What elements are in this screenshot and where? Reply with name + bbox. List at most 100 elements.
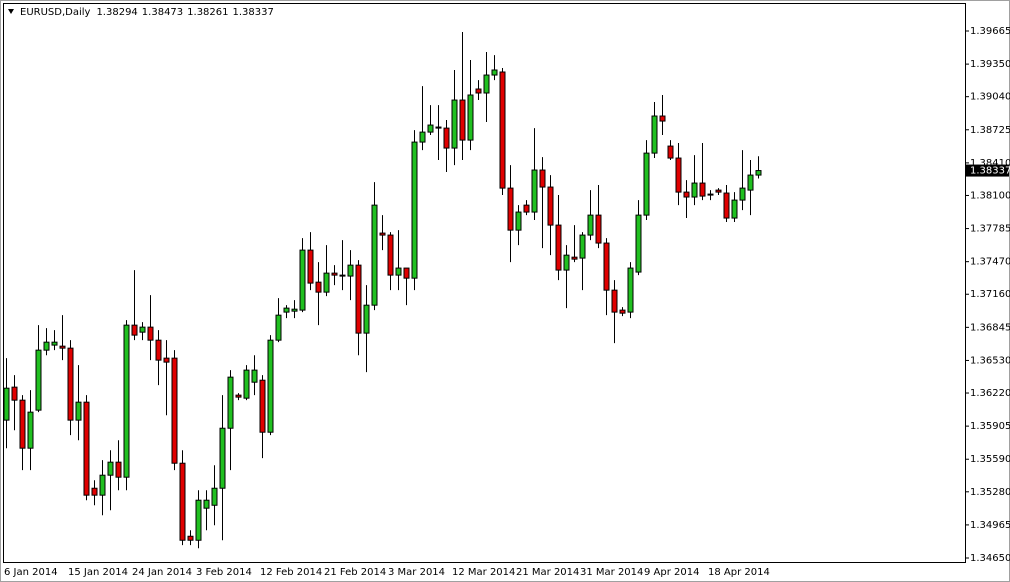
candle-body xyxy=(435,126,442,129)
candle-body xyxy=(67,347,74,421)
candle-body xyxy=(443,127,450,149)
candle-body xyxy=(99,474,106,496)
candle-body xyxy=(115,461,122,478)
candle-body xyxy=(483,74,490,94)
x-tick-label: 21 Mar 2014 xyxy=(516,567,579,578)
candle-body xyxy=(603,242,610,291)
candle-body xyxy=(91,487,98,496)
y-tick-label: 1.39665 xyxy=(970,26,1010,37)
candle-body xyxy=(411,141,418,279)
candle-body xyxy=(539,169,546,188)
x-tick-label: 12 Feb 2014 xyxy=(260,567,322,578)
candle-body xyxy=(459,99,466,141)
candle-body xyxy=(219,427,226,489)
candle-body xyxy=(43,341,50,351)
candle-body xyxy=(715,189,722,193)
candle-body xyxy=(563,254,570,271)
header-value: 1.38261 xyxy=(187,7,228,18)
candle-body xyxy=(339,274,346,277)
candle-body xyxy=(571,256,578,260)
header-value: 1.38473 xyxy=(142,7,183,18)
candle-body xyxy=(451,99,458,149)
candle-body xyxy=(723,192,730,219)
y-tick-label: 1.34650 xyxy=(970,553,1010,564)
y-tick-label: 1.36530 xyxy=(970,355,1010,366)
candle-body xyxy=(667,145,674,159)
candle-body xyxy=(491,69,498,76)
x-tick-label: 31 Mar 2014 xyxy=(580,567,643,578)
candle-body xyxy=(203,499,210,509)
candle-body xyxy=(235,394,242,398)
candle-body xyxy=(363,304,370,334)
candle-body xyxy=(691,182,698,198)
candle-body xyxy=(163,357,170,363)
menu-triangle xyxy=(8,9,14,14)
x-tick-label: 24 Jan 2014 xyxy=(132,567,192,578)
x-tick-label: 21 Feb 2014 xyxy=(324,567,386,578)
candle-body xyxy=(267,339,274,433)
candle-body xyxy=(59,345,66,349)
y-tick-label: 1.37160 xyxy=(970,289,1010,300)
candle-body xyxy=(331,272,338,276)
candle-body xyxy=(179,462,186,541)
candle-body xyxy=(195,499,202,541)
candle-body xyxy=(283,307,290,313)
candle-body xyxy=(171,357,178,464)
candle-body xyxy=(635,214,642,273)
y-tick-label: 1.35590 xyxy=(970,454,1010,465)
candle-body xyxy=(19,399,26,449)
candle-body xyxy=(619,309,626,314)
candle-body xyxy=(579,234,586,259)
candle-body xyxy=(499,71,506,189)
header-value: 1.38294 xyxy=(96,7,137,18)
y-tick-label: 1.36845 xyxy=(970,322,1010,333)
candle-body xyxy=(139,326,146,333)
x-tick-label: 3 Mar 2014 xyxy=(388,567,445,578)
y-tick-label: 1.37785 xyxy=(970,224,1010,235)
candle-body xyxy=(555,224,562,271)
candle-body xyxy=(275,314,282,341)
candle-body xyxy=(291,308,298,312)
candle-body xyxy=(83,401,90,496)
plot-frame xyxy=(3,3,966,563)
candle-body xyxy=(403,267,410,279)
y-tick-label: 1.37470 xyxy=(970,257,1010,268)
candle-body xyxy=(515,211,522,231)
candle-body xyxy=(387,234,394,276)
candle-body xyxy=(747,174,754,191)
candle-body xyxy=(211,487,218,506)
x-tick-label: 9 Apr 2014 xyxy=(644,567,699,578)
candle-body xyxy=(243,369,250,399)
candle-body xyxy=(395,267,402,276)
candle-body xyxy=(651,115,658,154)
x-tick-label: 15 Jan 2014 xyxy=(68,567,128,578)
candle-body xyxy=(123,324,130,478)
candle-body xyxy=(347,264,354,277)
y-tick-label: 1.35905 xyxy=(970,421,1010,432)
candle-body xyxy=(299,249,306,311)
candle-body xyxy=(739,187,746,201)
candle-body xyxy=(3,387,10,421)
candle-body xyxy=(107,461,114,476)
candle-body xyxy=(675,157,682,193)
candle-body xyxy=(699,182,706,197)
candle-body xyxy=(611,289,618,313)
candle-body xyxy=(227,376,234,429)
y-tick-label: 1.38725 xyxy=(970,125,1010,136)
x-tick-label: 18 Apr 2014 xyxy=(708,567,770,578)
price-marker-label: 1.38337 xyxy=(970,166,1010,177)
candle-body xyxy=(531,169,538,213)
y-tick-label: 1.35280 xyxy=(970,487,1010,498)
y-tick-label: 1.38410 xyxy=(970,158,1010,169)
candle-body xyxy=(259,379,266,433)
y-tick-label: 1.39350 xyxy=(970,59,1010,70)
y-tick-label: 1.34965 xyxy=(970,520,1010,531)
header-value: 1.38337 xyxy=(233,7,274,18)
x-tick-label: 12 Mar 2014 xyxy=(452,567,515,578)
candle-body xyxy=(419,131,426,143)
candle-body xyxy=(427,124,434,133)
candle-body xyxy=(35,349,42,411)
candle-body xyxy=(507,187,514,231)
y-tick-label: 1.39040 xyxy=(970,92,1010,103)
